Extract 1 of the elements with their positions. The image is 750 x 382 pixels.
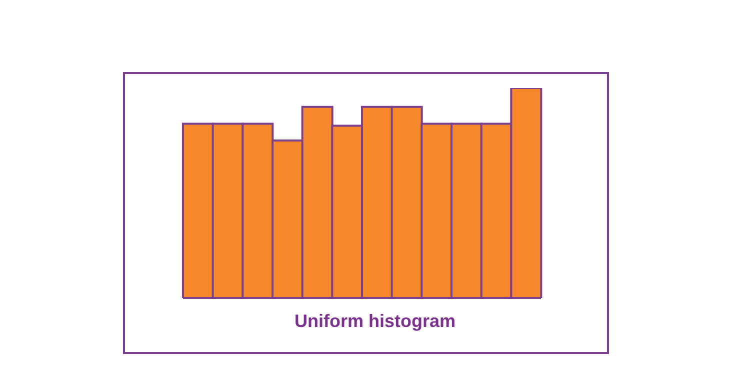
- text: Uniform histogram: [293, 311, 456, 332]
